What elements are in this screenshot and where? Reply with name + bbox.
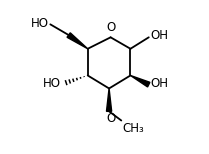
- Text: OH: OH: [150, 77, 168, 90]
- Polygon shape: [67, 33, 88, 49]
- Text: HO: HO: [43, 77, 61, 90]
- Polygon shape: [106, 88, 112, 111]
- Text: OH: OH: [150, 29, 168, 42]
- Text: O: O: [106, 21, 115, 34]
- Text: CH₃: CH₃: [122, 122, 144, 135]
- Text: O: O: [106, 112, 115, 125]
- Polygon shape: [130, 75, 150, 87]
- Text: HO: HO: [31, 17, 49, 30]
